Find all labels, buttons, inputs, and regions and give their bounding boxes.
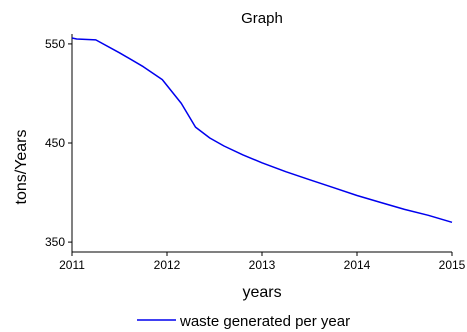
x-tick-label: 2013 <box>249 258 276 272</box>
x-axis-label: years <box>242 284 281 301</box>
y-axis-label: tons/Years <box>13 129 30 204</box>
legend: waste generated per year <box>137 313 350 330</box>
y-tick-label: 350 <box>45 235 65 249</box>
x-axis-ticks: 2011 2012 2013 2014 2015 <box>59 252 466 272</box>
y-tick-label: 550 <box>45 37 65 51</box>
chart-title: Graph <box>241 10 283 27</box>
legend-label: waste generated per year <box>179 313 350 330</box>
x-tick-label: 2015 <box>439 258 466 272</box>
x-tick-label: 2012 <box>154 258 181 272</box>
x-tick-label: 2011 <box>59 258 85 272</box>
y-axis-ticks: 350 450 550 <box>45 37 72 249</box>
series-line-0 <box>71 37 453 224</box>
y-tick-label: 450 <box>45 136 65 150</box>
axes <box>71 34 452 253</box>
series-layer <box>71 37 453 224</box>
x-tick-label: 2014 <box>344 258 371 272</box>
